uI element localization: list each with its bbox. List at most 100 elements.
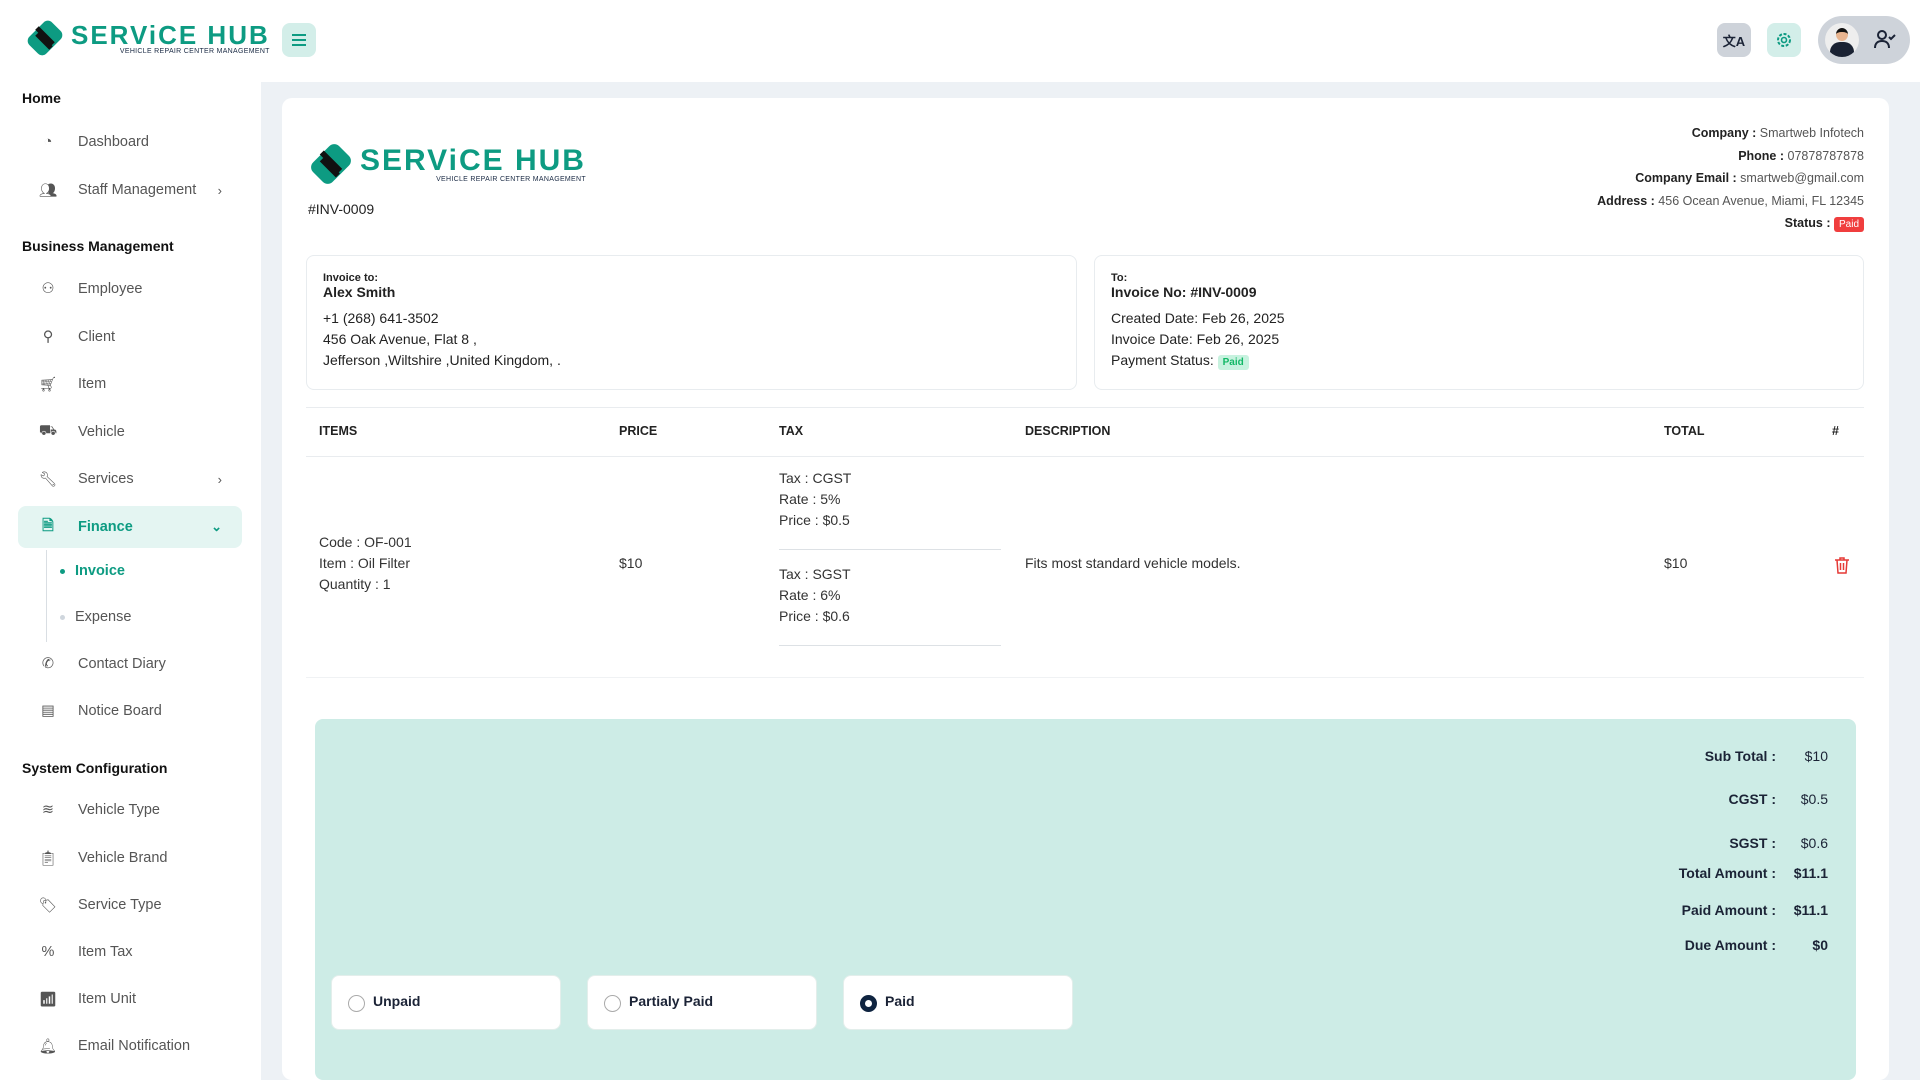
payment-status-badge: Paid <box>1217 355 1249 370</box>
nav-label: Dashboard <box>78 134 149 150</box>
logo-mark-icon <box>27 20 63 56</box>
payment-option-paid[interactable]: Paid <box>843 975 1073 1030</box>
client-name: Alex Smith <box>323 284 396 300</box>
sidebar-item-dashboard[interactable]: ◔ Dashboard <box>18 121 242 163</box>
chevron-right-icon: › <box>217 182 222 198</box>
notebook-icon: ▤ <box>41 703 55 719</box>
client-address-line1: 456 Oak Avenue, Flat 8 , <box>323 331 477 347</box>
file-icon: 🗎︎ <box>42 517 54 534</box>
sidebar-item-contact-diary[interactable]: ✆ Contact Diary <box>18 643 242 685</box>
company-info: Company : Smartweb Infotech Phone : 0787… <box>1597 122 1864 237</box>
item-quantity: Quantity : 1 <box>319 576 391 592</box>
sidebar-item-vehicle-brand[interactable]: 📋︎ Vehicle Brand <box>18 837 242 879</box>
bullet-icon <box>60 568 65 574</box>
translate-icon: 文A <box>1722 33 1746 49</box>
nav-label: Finance <box>78 519 133 535</box>
invoice-date: Invoice Date: Feb 26, 2025 <box>1111 331 1280 347</box>
company-name: Smartweb Infotech <box>1759 126 1864 140</box>
total-value: $11.1 <box>1793 902 1828 918</box>
nav-label: Client <box>78 329 116 345</box>
total-value: $10 <box>1804 748 1828 764</box>
sidebar-item-item-unit[interactable]: 📶︎ Item Unit <box>18 978 242 1020</box>
sidebar-item-item[interactable]: 🛒︎ Item <box>18 363 242 405</box>
clipboard-icon: 📋︎ <box>38 850 58 867</box>
tax-entry-cgst: Tax : CGST Rate : 5% Price : $0.5 <box>779 468 851 531</box>
nav-label: Employee <box>78 281 143 297</box>
total-value: $0.6 <box>1800 835 1828 851</box>
company-address: 456 Ocean Avenue, Miami, FL 12345 <box>1658 193 1864 208</box>
chevron-right-icon: › <box>217 471 222 487</box>
bill-to-label: Invoice to: <box>323 272 379 284</box>
bell-icon: 🔔︎ <box>38 1038 58 1055</box>
sidebar-item-email-notification[interactable]: 🔔︎ Email Notification <box>18 1025 242 1067</box>
brand-tagline: VEHICLE REPAIR CENTER MANAGEMENT <box>119 47 270 55</box>
sidebar-item-service-type[interactable]: 🏷︎ Service Type <box>18 884 242 926</box>
invoice-no: Invoice No: #INV-0009 <box>1111 284 1257 300</box>
sidebar-item-vehicle[interactable]: ⛟ Vehicle <box>18 411 242 453</box>
sidebar-item-staff-management[interactable]: 👥︎ Staff Management › <box>18 169 242 211</box>
nav-label: Vehicle <box>78 424 125 440</box>
tax-entry-sgst: Tax : SGST Rate : 6% Price : $0.6 <box>779 564 851 627</box>
trash-icon[interactable] <box>1834 556 1850 574</box>
tax-price: Price : $0.5 <box>779 512 850 528</box>
sidebar-item-item-tax[interactable]: % Item Tax <box>18 931 242 973</box>
sidebar-item-vehicle-type[interactable]: ≋ Vehicle Type <box>18 789 242 831</box>
nav-label: Vehicle Type <box>78 802 160 818</box>
tax-rate: Rate : 5% <box>779 491 841 507</box>
tag-icon: 🏷︎ <box>38 897 58 914</box>
total-label: Due Amount : <box>1684 937 1776 953</box>
radio-unchecked-icon[interactable] <box>604 995 621 1012</box>
sidebar-item-employee[interactable]: ⚇ Employee <box>18 268 242 310</box>
total-value: $0.5 <box>1800 791 1828 807</box>
invoice-logo: SERViCE HUB VEHICLE REPAIR CENTER MANAGEM… <box>308 141 586 187</box>
radio-checked-icon[interactable] <box>860 995 877 1012</box>
radio-unchecked-icon[interactable] <box>348 995 365 1012</box>
layers-icon: ≋ <box>41 802 55 818</box>
sidebar-item-services[interactable]: 🔧︎ Services › <box>18 458 242 500</box>
sidebar-item-invoice[interactable]: Invoice <box>60 563 125 579</box>
status-badge: Paid <box>1833 217 1864 232</box>
section-system-configuration: System Configuration <box>22 760 168 776</box>
nav-label: Expense <box>75 609 132 625</box>
sidebar-item-notice-board[interactable]: ▤ Notice Board <box>18 690 242 732</box>
created-date: Created Date: Feb 26, 2025 <box>1111 310 1285 326</box>
column-header-total: TOTAL <box>1664 424 1705 438</box>
cart-icon: 🛒︎ <box>38 376 58 393</box>
column-header-items: ITEMS <box>319 424 358 438</box>
bullet-icon <box>60 614 65 620</box>
column-header-price: PRICE <box>619 424 658 438</box>
item-name: Item : Oil Filter <box>319 555 411 571</box>
sidebar-item-finance[interactable]: 🗎︎ Finance ⌄ <box>18 506 242 548</box>
nav-label: Email Notification <box>78 1038 191 1054</box>
column-header-actions: # <box>1832 424 1839 438</box>
invoice-number: #INV-0009 <box>308 201 375 217</box>
divider <box>779 549 1001 550</box>
total-value: $11.1 <box>1793 865 1828 881</box>
nav-label: Item Unit <box>78 991 137 1007</box>
signal-icon: 📶︎ <box>38 991 58 1008</box>
total-label: SGST : <box>1729 835 1776 851</box>
language-button[interactable]: 文A <box>1717 23 1751 57</box>
nav-label: Contact Diary <box>78 656 166 672</box>
profile-menu[interactable] <box>1818 16 1910 64</box>
company-phone: 07878787878 <box>1787 148 1864 163</box>
label: Company Email : <box>1635 171 1737 185</box>
truck-icon: ⛟ <box>38 423 58 439</box>
payment-option-partially-paid[interactable]: Partialy Paid <box>587 975 817 1030</box>
sidebar-item-expense[interactable]: Expense <box>60 609 131 625</box>
sidebar-item-client[interactable]: ⚲ Client <box>18 316 242 358</box>
tax-name: Tax : SGST <box>779 566 851 582</box>
column-header-tax: TAX <box>779 424 804 438</box>
payment-option-unpaid[interactable]: Unpaid <box>331 975 561 1030</box>
menu-toggle-button[interactable] <box>282 23 316 57</box>
total-label: Paid Amount : <box>1681 902 1776 918</box>
settings-button[interactable] <box>1767 23 1801 57</box>
gear-icon <box>1777 33 1791 47</box>
payment-status-label: Payment Status: <box>1111 352 1214 368</box>
phone-icon: ✆ <box>41 656 55 672</box>
invoice-details-box: To: Invoice No: #INV-0009 Created Date: … <box>1094 255 1864 390</box>
table-cell-description: Fits most standard vehicle models. <box>1025 555 1241 571</box>
nav-label: Item Tax <box>78 944 133 960</box>
bill-to-box: Invoice to: Alex Smith +1 (268) 641-3502… <box>306 255 1077 390</box>
app-logo[interactable]: SERViCE HUB VEHICLE REPAIR CENTER MANAGEM… <box>25 18 270 58</box>
